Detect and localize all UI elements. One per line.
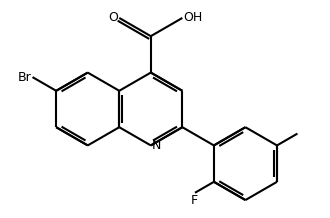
Text: N: N	[152, 139, 161, 152]
Text: Br: Br	[18, 71, 32, 84]
Text: OH: OH	[183, 12, 203, 24]
Text: F: F	[190, 194, 198, 207]
Text: O: O	[109, 12, 118, 24]
